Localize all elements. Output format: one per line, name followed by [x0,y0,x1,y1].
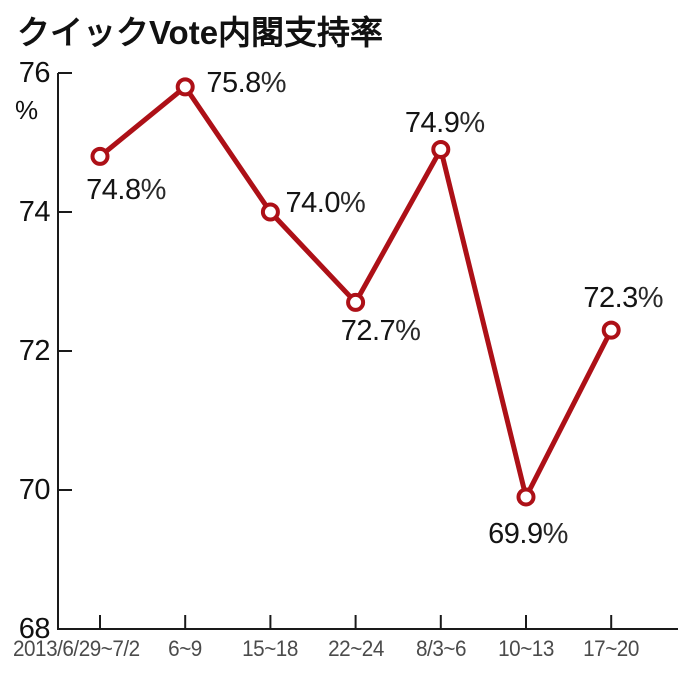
data-point-marker [431,139,451,159]
data-label-value: 74.9 [404,107,460,140]
data-point-marker [175,77,195,97]
x-tick-label: 10~13 [498,636,554,661]
data-label-value: 75.8 [206,66,261,99]
data-label-percent-sign: % [395,315,421,348]
data-label-percent-sign: % [260,66,287,99]
data-label-percent-sign: % [637,282,664,315]
series-line [98,83,614,505]
chart-title: クイックVote内閣支持率 [17,14,384,51]
data-point-marker [346,292,366,312]
data-point-label: 72.3% [583,282,663,314]
x-tick-label: 8/3~6 [415,636,466,661]
data-point-marker [516,487,536,507]
y-tick-label: 70 [18,474,51,506]
data-point-marker [260,202,280,222]
y-tick-label: 68 [18,613,51,645]
data-point-label: 72.7% [341,315,421,347]
data-point-label: 69.9% [488,518,568,550]
x-tick-label: 22~24 [327,636,384,661]
data-label-value: 74.0 [285,187,341,219]
data-label-percent-sign: % [339,187,366,219]
data-label-percent-sign: % [542,517,569,550]
data-label-value: 72.3 [583,282,638,315]
x-tick-label: 15~18 [242,636,299,661]
data-point-marker [90,146,110,166]
y-tick-label: 72 [18,335,51,367]
x-tick-label: 17~20 [583,636,640,661]
data-label-value: 74.8 [86,174,141,207]
data-point-label: 74.0% [286,187,366,219]
data-point-label: 75.8% [206,67,286,99]
data-point-label: 74.8% [86,174,166,206]
data-point-label: 74.9% [405,107,485,139]
y-tick-label: 74 [18,196,51,228]
y-tick-label: 76 [18,57,51,89]
x-tick-label: 6~9 [168,636,203,661]
data-label-value: 69.9 [488,517,543,550]
x-tick-label: 2013/6/29~7/2 [13,636,140,661]
y-axis-unit-label: % [15,95,39,125]
data-label-value: 72.7 [340,315,396,348]
data-point-marker [601,320,621,340]
data-label-percent-sign: % [140,174,167,207]
data-label-percent-sign: % [459,107,485,140]
